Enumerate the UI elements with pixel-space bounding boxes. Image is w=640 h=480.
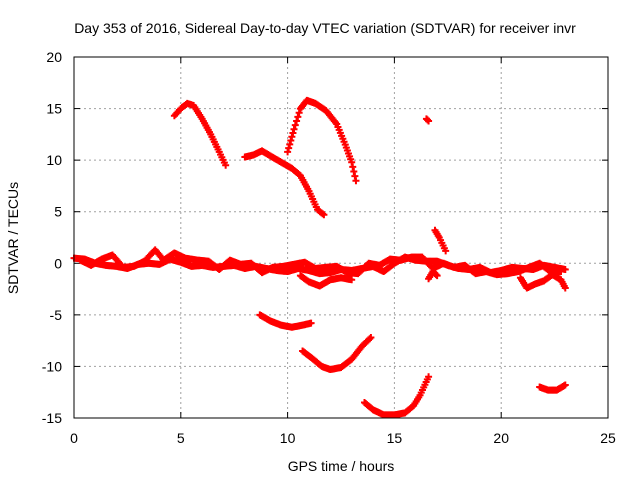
data-point: [287, 137, 295, 145]
axis-ticks: [73, 56, 609, 419]
y-tick-label: 10: [46, 152, 62, 168]
data-point: [442, 247, 450, 255]
data-point: [433, 272, 441, 280]
x-tick-label: 5: [177, 430, 185, 446]
chart-title: Day 353 of 2016, Sidereal Day-to-day VTE…: [74, 20, 576, 36]
data-point: [222, 161, 230, 169]
data-point: [293, 117, 301, 125]
x-tick-labels: 0 5 10 15 20 25: [70, 430, 616, 446]
data-point: [367, 334, 375, 342]
x-tick-label: 20: [493, 430, 509, 446]
x-tick-label: 25: [600, 430, 616, 446]
data-point: [348, 276, 356, 284]
y-tick-label: 15: [46, 101, 62, 117]
data-point: [288, 133, 296, 141]
series-arc-9: [536, 381, 569, 394]
y-tick-label: 5: [54, 204, 62, 220]
data-point: [561, 381, 569, 389]
x-tick-label: 10: [280, 430, 296, 446]
data-point: [319, 210, 327, 218]
data-point: [294, 113, 302, 121]
series-arc-1: [170, 99, 230, 169]
y-tick-label: -15: [42, 410, 62, 426]
data-point: [289, 129, 297, 137]
data-point: [320, 211, 328, 219]
x-axis-label: GPS time / hours: [288, 458, 395, 474]
data-point: [286, 140, 294, 148]
series-arc-8: [360, 373, 433, 419]
data-point: [425, 117, 433, 125]
data-point: [351, 172, 359, 180]
data-points: [70, 96, 569, 419]
data-point: [557, 268, 565, 276]
x-tick-label: 15: [387, 430, 403, 446]
data-point: [561, 284, 569, 292]
data-point: [285, 144, 293, 152]
data-point: [284, 148, 292, 156]
series-arc-2: [241, 147, 328, 219]
data-point: [352, 177, 360, 185]
data-point: [291, 121, 299, 129]
data-point: [290, 125, 298, 133]
data-point: [366, 335, 374, 343]
data-point: [424, 116, 432, 124]
data-point: [432, 271, 440, 279]
data-point: [349, 163, 357, 171]
data-point: [350, 167, 358, 175]
x-tick-label: 0: [70, 430, 78, 446]
data-point: [425, 373, 433, 381]
series-arc-3: [284, 96, 360, 185]
series-arc-11: [296, 272, 356, 290]
y-tick-labels: -15 -10 -5 0 5 10 15 20: [42, 49, 62, 426]
y-axis-label: SDTVAR / TECUs: [5, 182, 21, 294]
grid-lines: [74, 57, 608, 418]
series-arc-14: [76, 246, 565, 279]
y-tick-label: 0: [54, 255, 62, 271]
y-tick-label: 20: [46, 49, 62, 65]
y-tick-label: -10: [42, 358, 62, 374]
plot-frame: [73, 56, 609, 419]
series-arc-7: [299, 334, 375, 374]
data-point: [348, 158, 356, 166]
data-point: [295, 109, 303, 117]
data-point: [307, 319, 315, 327]
data-point: [561, 265, 569, 273]
series-arc-5: [431, 226, 450, 255]
series-arc-4: [422, 115, 433, 125]
series-arc-6: [256, 311, 315, 331]
y-tick-label: -5: [50, 307, 63, 323]
